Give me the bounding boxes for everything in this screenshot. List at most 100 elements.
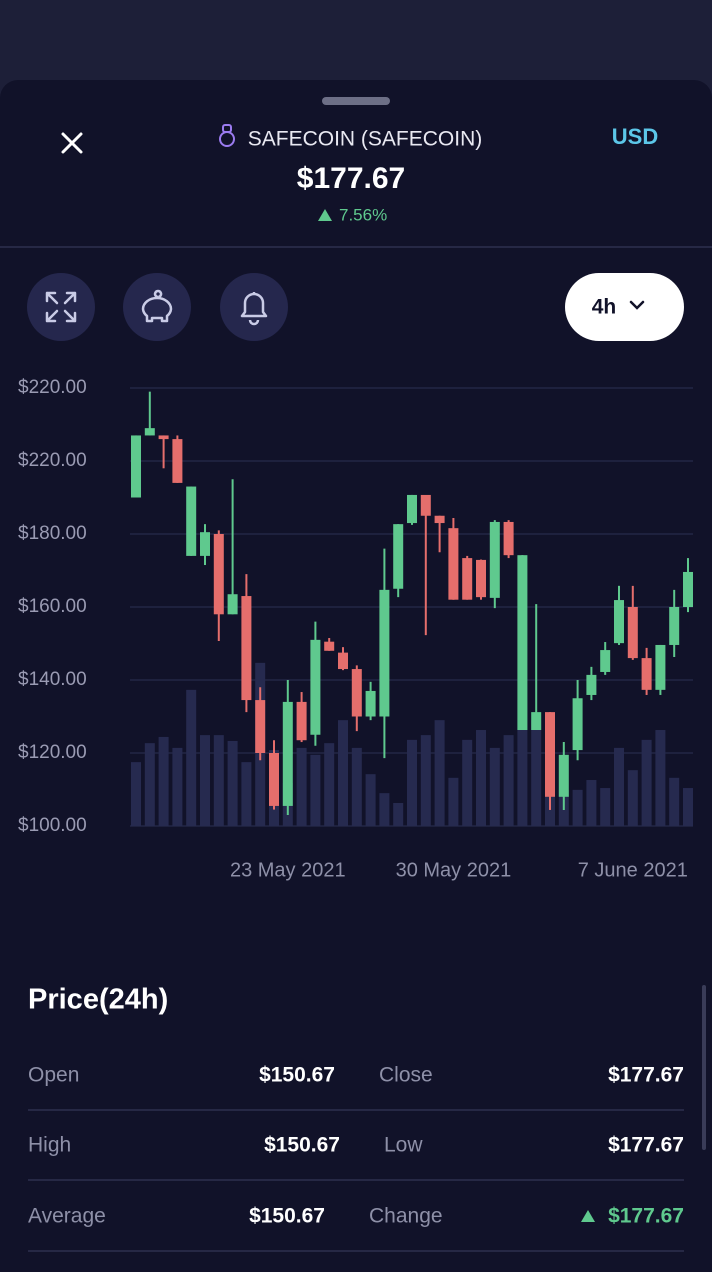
x-tick-label: 23 May 2021 xyxy=(230,859,346,881)
candle-body xyxy=(489,521,500,598)
y-tick-label: $160.00 xyxy=(18,596,87,617)
candle-body xyxy=(558,754,569,797)
fullscreen-button[interactable] xyxy=(27,273,95,341)
stat-value: $177.67 xyxy=(608,1134,684,1157)
volume-bar xyxy=(517,700,528,826)
timeframe-select[interactable]: 4h xyxy=(565,273,684,341)
candle-body xyxy=(614,600,624,644)
candle-body xyxy=(351,669,362,717)
x-tick-label: 30 May 2021 xyxy=(396,859,512,881)
candle-body xyxy=(683,571,693,607)
candle-body xyxy=(545,712,555,797)
volume-bar xyxy=(655,730,666,826)
volume-bar xyxy=(186,689,197,826)
stat-label: High xyxy=(28,1134,71,1157)
candle-body xyxy=(503,521,514,556)
stat-value: $150.67 xyxy=(259,1064,335,1087)
volume-bar xyxy=(572,789,583,826)
volume-bar xyxy=(627,770,638,826)
candle-body xyxy=(641,658,652,690)
volume-bar xyxy=(531,720,542,826)
volume-bar xyxy=(365,774,376,826)
volume-bar xyxy=(144,743,155,826)
currency-toggle[interactable]: USD xyxy=(612,124,658,149)
stat-value: $177.67 xyxy=(608,1205,684,1228)
volume-bar xyxy=(503,735,514,826)
volume-bar xyxy=(296,747,307,826)
stat-value: $177.67 xyxy=(608,1064,684,1087)
volume-bar xyxy=(393,803,404,826)
candle-body xyxy=(531,712,542,731)
candle-body xyxy=(200,532,210,556)
candle-body xyxy=(476,559,486,598)
candle-body xyxy=(655,644,666,690)
drag-handle[interactable] xyxy=(322,97,390,105)
candle-body xyxy=(131,435,141,498)
candle-body xyxy=(227,594,238,615)
volume-bar xyxy=(641,739,652,826)
candle-body xyxy=(600,650,611,672)
candle-body xyxy=(434,515,445,524)
volume-bar xyxy=(213,735,224,826)
stats-title: Price(24h) xyxy=(28,984,168,1016)
volume-bar xyxy=(200,735,210,826)
candle-body xyxy=(586,674,597,695)
candle-body xyxy=(324,641,335,651)
stat-label: Close xyxy=(379,1064,433,1087)
alert-button[interactable] xyxy=(220,273,288,341)
volume-bar xyxy=(241,762,252,826)
close-button[interactable] xyxy=(61,132,83,154)
volume-bar xyxy=(586,780,597,826)
stat-value: $150.67 xyxy=(264,1134,340,1157)
volume-bar xyxy=(351,747,362,826)
candle-body xyxy=(310,639,321,735)
volume-bar xyxy=(669,777,680,826)
candle-body xyxy=(255,700,266,753)
volume-bar xyxy=(338,720,348,826)
y-tick-label: $140.00 xyxy=(18,669,87,690)
volume-bar xyxy=(379,793,390,826)
stat-value: $150.67 xyxy=(249,1205,325,1228)
y-tick-label: $100.00 xyxy=(18,815,87,836)
volume-bar xyxy=(324,743,335,826)
up-arrow xyxy=(581,1210,595,1222)
volume-bar xyxy=(448,777,459,826)
candle-body xyxy=(213,534,224,615)
candle-body xyxy=(282,701,293,806)
candle-body xyxy=(365,690,376,717)
candle-body xyxy=(420,494,431,516)
candle-body xyxy=(462,558,473,600)
y-tick-label: $220.00 xyxy=(18,377,87,398)
price-chart: $100.00 $120.00 $140.00 $160.00 $180.00 $220.… xyxy=(18,377,693,881)
volume-bar xyxy=(489,747,500,826)
candle-body xyxy=(572,698,583,751)
coin-title: SAFECOIN (SAFECOIN) xyxy=(248,128,483,151)
y-tick-label: $220.00 xyxy=(18,450,87,471)
candle-body xyxy=(296,701,307,741)
candle-body xyxy=(269,753,279,806)
timeframe-label: 4h xyxy=(592,296,617,319)
coin-icon xyxy=(219,124,235,147)
candle-body xyxy=(393,524,404,589)
up-arrow xyxy=(318,209,332,221)
volume-bar xyxy=(600,788,611,826)
candle-body xyxy=(627,607,638,659)
savings-button[interactable] xyxy=(123,273,191,341)
volume-bar xyxy=(420,735,431,826)
scrollbar xyxy=(702,985,706,1150)
candle-body xyxy=(338,652,348,670)
volume-bar xyxy=(172,747,183,826)
volume-bar xyxy=(462,739,473,826)
candle-body xyxy=(379,589,390,717)
volume-bar xyxy=(131,762,141,826)
volume-bar xyxy=(407,739,417,826)
candle-body xyxy=(448,528,459,600)
volume-bar xyxy=(476,730,486,826)
stat-label: Average xyxy=(28,1205,106,1228)
candle-body xyxy=(144,428,155,436)
volume-bar xyxy=(158,736,169,826)
volume-bar xyxy=(434,720,445,826)
volume-bar xyxy=(614,747,624,826)
candle-body xyxy=(172,439,183,483)
